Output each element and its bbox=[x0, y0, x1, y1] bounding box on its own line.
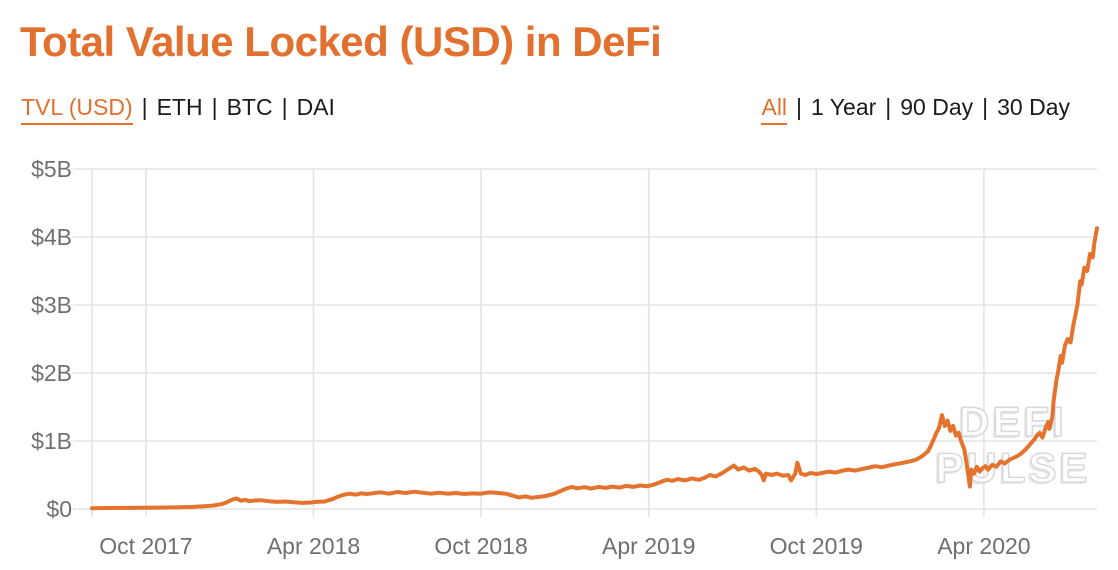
x-axis-tick-label: Oct 2017 bbox=[99, 533, 192, 559]
x-axis-tick-label: Oct 2018 bbox=[434, 533, 527, 559]
tab-tvl-usd[interactable]: TVL (USD) bbox=[21, 94, 133, 125]
x-axis-tick-label: Apr 2018 bbox=[267, 533, 360, 559]
y-axis-tick-label: $2B bbox=[31, 360, 72, 386]
tab-separator: | bbox=[982, 94, 989, 120]
page-title: Total Value Locked (USD) in DeFi bbox=[20, 18, 662, 65]
time-range-tabs: All | 1 Year | 90 Day | 30 Day bbox=[761, 94, 1070, 125]
y-axis-tick-label: $4B bbox=[31, 224, 72, 250]
tab-all[interactable]: All bbox=[761, 94, 788, 125]
tab-separator: | bbox=[281, 94, 288, 120]
tab-30-day[interactable]: 30 Day bbox=[997, 94, 1070, 120]
x-axis-tick-label: Apr 2020 bbox=[937, 533, 1030, 559]
y-axis-tick-label: $1B bbox=[31, 428, 72, 454]
tab-separator: | bbox=[796, 94, 803, 120]
denomination-tabs: TVL (USD) | ETH | BTC | DAI bbox=[21, 94, 335, 125]
tab-1-year[interactable]: 1 Year bbox=[811, 94, 877, 120]
y-axis-tick-label: $5B bbox=[31, 156, 72, 182]
tab-separator: | bbox=[141, 94, 148, 120]
tab-dai[interactable]: DAI bbox=[296, 94, 335, 120]
y-axis-tick-label: $0 bbox=[46, 496, 72, 522]
x-axis-tick-label: Oct 2019 bbox=[770, 533, 863, 559]
tvl-line bbox=[90, 226, 1099, 511]
x-axis-tick-label: Apr 2019 bbox=[602, 533, 695, 559]
tab-separator: | bbox=[885, 94, 892, 120]
tab-separator: | bbox=[211, 94, 218, 120]
y-axis-tick-label: $3B bbox=[31, 292, 72, 318]
tab-eth[interactable]: ETH bbox=[156, 94, 203, 120]
tab-90-day[interactable]: 90 Day bbox=[900, 94, 974, 120]
tab-btc[interactable]: BTC bbox=[226, 94, 273, 120]
